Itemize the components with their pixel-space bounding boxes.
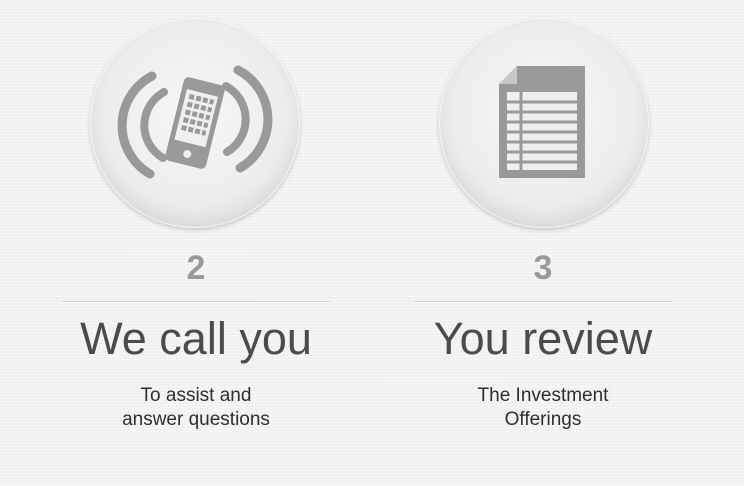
step-description-line: answer questions (122, 409, 270, 430)
step-title: You review (433, 313, 653, 364)
step-divider (62, 301, 330, 302)
step-description-line: Offerings (504, 409, 582, 430)
step-title: We call you (80, 313, 312, 364)
step-divider (414, 301, 672, 302)
step-number: 3 (533, 249, 553, 287)
document-icon (499, 66, 585, 178)
step-description-line: To assist and (140, 385, 252, 406)
step-description-line: The Investment (477, 385, 609, 406)
step-number: 2 (186, 249, 206, 287)
step-you-review: 3 You review The Investment Offerings (414, 0, 672, 486)
step-2-icon-circle (90, 18, 300, 228)
ringing-phone-icon (117, 65, 273, 179)
step-we-call-you: 2 We call you To assist and answer quest… (62, 0, 330, 486)
step-3-icon-circle (439, 18, 649, 228)
